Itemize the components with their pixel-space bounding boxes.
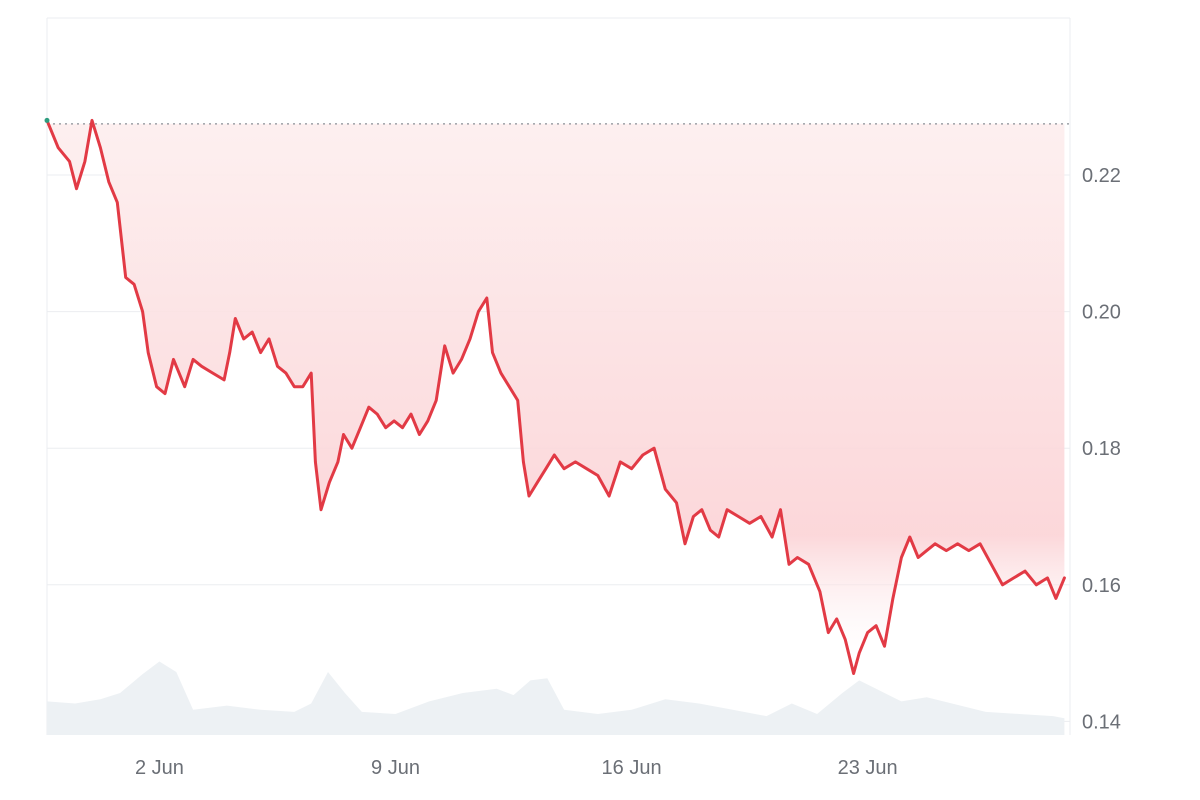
x-tick-label: 16 Jun — [602, 757, 662, 779]
price-area-fill — [47, 120, 1065, 674]
x-axis-labels: 2 Jun 9 Jun 16 Jun 23 Jun — [135, 757, 898, 779]
x-tick-label: 2 Jun — [135, 757, 184, 779]
x-tick-label: 9 Jun — [371, 757, 420, 779]
price-area-path — [47, 120, 1065, 674]
volume-area-path — [47, 661, 1065, 735]
price-line-group — [44, 117, 1066, 675]
start-marker — [44, 117, 50, 123]
volume-area — [47, 661, 1065, 735]
y-tick-label: 0.18 — [1082, 438, 1121, 460]
y-tick-label: 0.20 — [1082, 302, 1121, 324]
y-tick-label: 0.14 — [1082, 711, 1121, 733]
y-tick-label: 0.16 — [1082, 575, 1121, 597]
price-line — [45, 118, 1066, 675]
x-tick-label: 23 Jun — [838, 757, 898, 779]
y-tick-label: 0.22 — [1082, 165, 1121, 187]
y-axis-labels: 0.14 0.16 0.18 0.20 0.22 — [1082, 165, 1121, 733]
plot-frame — [46, 17, 1071, 735]
